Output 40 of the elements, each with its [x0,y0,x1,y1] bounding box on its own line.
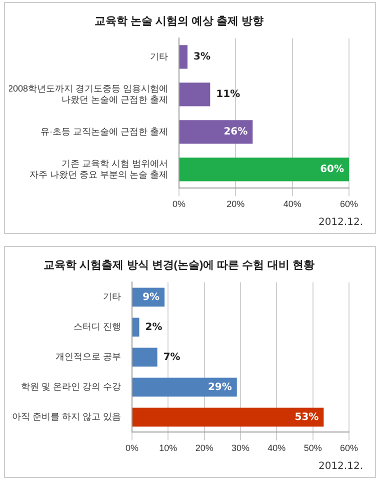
data-label: 26% [224,126,248,138]
data-label: 11% [216,89,240,100]
x-tick-label: 50% [304,443,322,454]
bar [132,378,237,397]
bar [180,82,210,106]
y-tick-label: 개인적으로 공부 [55,352,121,362]
data-label: 3% [194,52,210,63]
y-tick-label: 기타 [103,292,121,302]
y-tick-label: 스터디 진행 [73,322,121,332]
bar [180,45,188,69]
data-label: 9% [142,292,160,303]
y-tick-label: 학원 및 온라인 강의 수강 [20,382,121,392]
bar [180,120,253,144]
data-label: 53% [294,412,319,423]
text: 2012.12. [318,217,363,228]
data-label: 7% [163,352,180,363]
y-tick-label: 아직 준비를 하지 않고 있음 [12,412,121,422]
x-tick-label: 20% [195,443,214,454]
x-tick-label: 40% [268,443,286,454]
text: 2012.12. [318,461,363,472]
x-tick-label: 0% [172,199,186,210]
x-tick-label: 20% [226,199,245,210]
data-label: 2% [145,322,162,333]
x-tick-label: 60% [340,199,358,210]
x-tick-label: 40% [283,199,302,210]
x-tick-label: 60% [340,443,358,454]
bar [132,318,140,337]
y-tick-label: 기존 교육학 시험 범위에서 자주 나왔던 중요 부분의 논술 출제 [29,158,168,180]
data-label: 60% [320,164,344,176]
y-tick-label: 기타 [150,51,168,62]
x-tick-label: 10% [159,443,178,454]
bar [132,408,324,427]
bar [180,158,349,182]
bar [132,348,158,367]
y-tick-label: 유·초등 교직논술에 근접한 출제 [40,126,168,136]
chart-title: 교육학 논술 시험의 예상 출제 방향 [94,16,264,28]
chart-title: 교육학 시험출제 방식 변경(논술)에 따른 수험 대비 현황 [44,260,314,272]
x-tick-label: 30% [231,443,250,454]
data-label: 29% [208,382,232,393]
x-tick-label: 0% [125,443,139,454]
